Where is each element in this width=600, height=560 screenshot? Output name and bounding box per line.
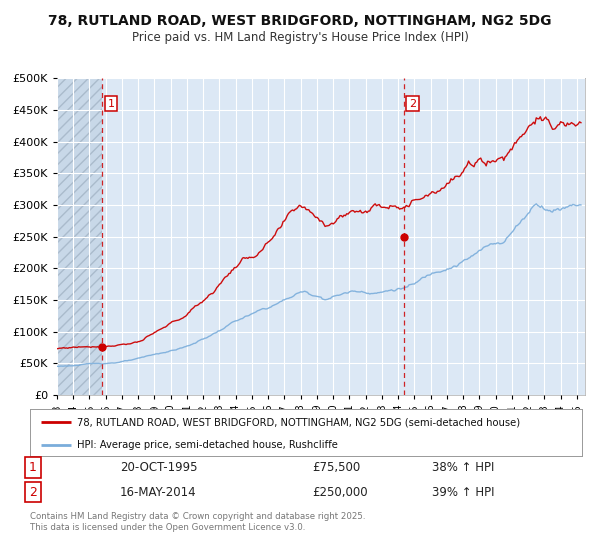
- Text: Contains HM Land Registry data © Crown copyright and database right 2025.
This d: Contains HM Land Registry data © Crown c…: [30, 512, 365, 532]
- Text: £250,000: £250,000: [312, 486, 368, 498]
- Text: 38% ↑ HPI: 38% ↑ HPI: [432, 461, 494, 474]
- Text: 16-MAY-2014: 16-MAY-2014: [120, 486, 197, 498]
- Text: 1: 1: [107, 99, 115, 109]
- Text: 78, RUTLAND ROAD, WEST BRIDGFORD, NOTTINGHAM, NG2 5DG: 78, RUTLAND ROAD, WEST BRIDGFORD, NOTTIN…: [48, 14, 552, 28]
- Bar: [57, 78, 103, 395]
- Text: 20-OCT-1995: 20-OCT-1995: [120, 461, 197, 474]
- Text: £75,500: £75,500: [312, 461, 360, 474]
- Text: 1: 1: [29, 461, 37, 474]
- Text: 78, RUTLAND ROAD, WEST BRIDGFORD, NOTTINGHAM, NG2 5DG (semi-detached house): 78, RUTLAND ROAD, WEST BRIDGFORD, NOTTIN…: [77, 417, 520, 427]
- Text: 2: 2: [29, 486, 37, 498]
- Text: HPI: Average price, semi-detached house, Rushcliffe: HPI: Average price, semi-detached house,…: [77, 440, 338, 450]
- Text: Price paid vs. HM Land Registry's House Price Index (HPI): Price paid vs. HM Land Registry's House …: [131, 31, 469, 44]
- Text: 39% ↑ HPI: 39% ↑ HPI: [432, 486, 494, 498]
- Text: 2: 2: [409, 99, 416, 109]
